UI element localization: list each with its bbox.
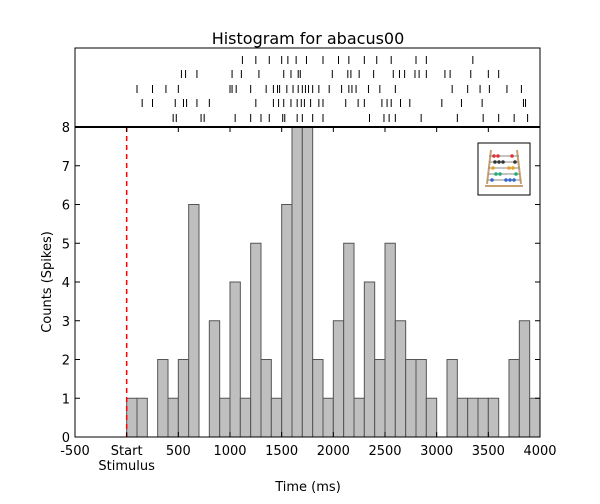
x-axis: -500 Start 500 1000 1500 2000 2500 3000 3500 4000… xyxy=(60,127,557,474)
y-tick-label: 0 xyxy=(62,431,70,446)
y-tick-label: 1 xyxy=(62,392,70,407)
abacus-logo-icon xyxy=(477,142,531,196)
histogram-bar xyxy=(291,126,303,438)
x-axis-label: Time (ms) xyxy=(274,480,341,495)
chart-title: Histogram for abacus00 xyxy=(212,29,405,48)
y-tick-label: 5 xyxy=(62,237,70,252)
y-axis-label: Counts (Spikes) xyxy=(40,231,55,333)
histogram-bar xyxy=(177,359,190,438)
histogram-bar xyxy=(374,359,386,438)
histogram-bar xyxy=(363,281,376,438)
histogram-bar xyxy=(446,359,458,438)
histogram-bar xyxy=(425,397,438,438)
x-tick-label: -500 xyxy=(60,444,90,459)
x-tick-label: 1000 xyxy=(213,444,246,459)
x-tick-label: 3500 xyxy=(472,444,505,459)
histogram-bar xyxy=(353,397,365,438)
histogram-bar xyxy=(415,359,427,438)
x-tick-label: 2000 xyxy=(317,444,350,459)
y-tick-label: 6 xyxy=(62,199,70,214)
histogram-bar xyxy=(188,204,200,438)
histogram-bar xyxy=(456,397,469,438)
histogram-bar xyxy=(167,397,179,438)
x-tick-label: 3000 xyxy=(420,444,453,459)
y-tick-label: 2 xyxy=(62,354,70,369)
histogram-bar xyxy=(229,281,241,438)
histogram-bar xyxy=(529,397,541,438)
raster-panel xyxy=(136,56,529,122)
histogram-bar xyxy=(332,320,345,438)
x-tick-label: 2500 xyxy=(368,444,401,459)
histogram-bar xyxy=(405,359,417,438)
histogram-bar xyxy=(208,320,221,438)
histogram-bar xyxy=(322,397,334,438)
y-tick-label: 4 xyxy=(62,276,70,291)
histogram-bar xyxy=(487,397,500,438)
histogram-bar xyxy=(270,397,283,438)
histogram-bar xyxy=(508,359,520,438)
x-tick-label: Start xyxy=(111,444,143,459)
y-tick-label: 7 xyxy=(62,160,70,175)
histogram-bar xyxy=(219,397,231,438)
y-tick-label: 3 xyxy=(62,315,70,330)
y-tick-label: 8 xyxy=(62,121,70,136)
histogram-bar xyxy=(477,397,489,438)
histogram-bar xyxy=(136,397,148,438)
histogram-bar xyxy=(394,320,407,438)
y-axis: 0 1 2 3 4 5 6 7 8 xyxy=(62,121,540,446)
x-tick-label: 1500 xyxy=(265,444,298,459)
histogram-bar xyxy=(250,242,262,438)
histogram-bar xyxy=(384,242,396,438)
x-tick-label: 500 xyxy=(166,444,191,459)
x-tick-label: 4000 xyxy=(523,444,556,459)
histogram-bar xyxy=(312,359,324,438)
histogram-bar xyxy=(239,397,252,438)
histogram-bar xyxy=(126,397,138,438)
histogram-bar xyxy=(157,359,169,438)
raster-panel-frame xyxy=(74,47,541,128)
histogram-bar xyxy=(343,242,355,438)
histogram-bar xyxy=(467,397,479,438)
histogram-bar xyxy=(518,320,531,438)
histogram-bar xyxy=(260,359,272,438)
x-tick-sublabel: Stimulus xyxy=(98,459,155,474)
histogram-bar xyxy=(281,204,293,438)
histogram-bar xyxy=(301,126,314,438)
